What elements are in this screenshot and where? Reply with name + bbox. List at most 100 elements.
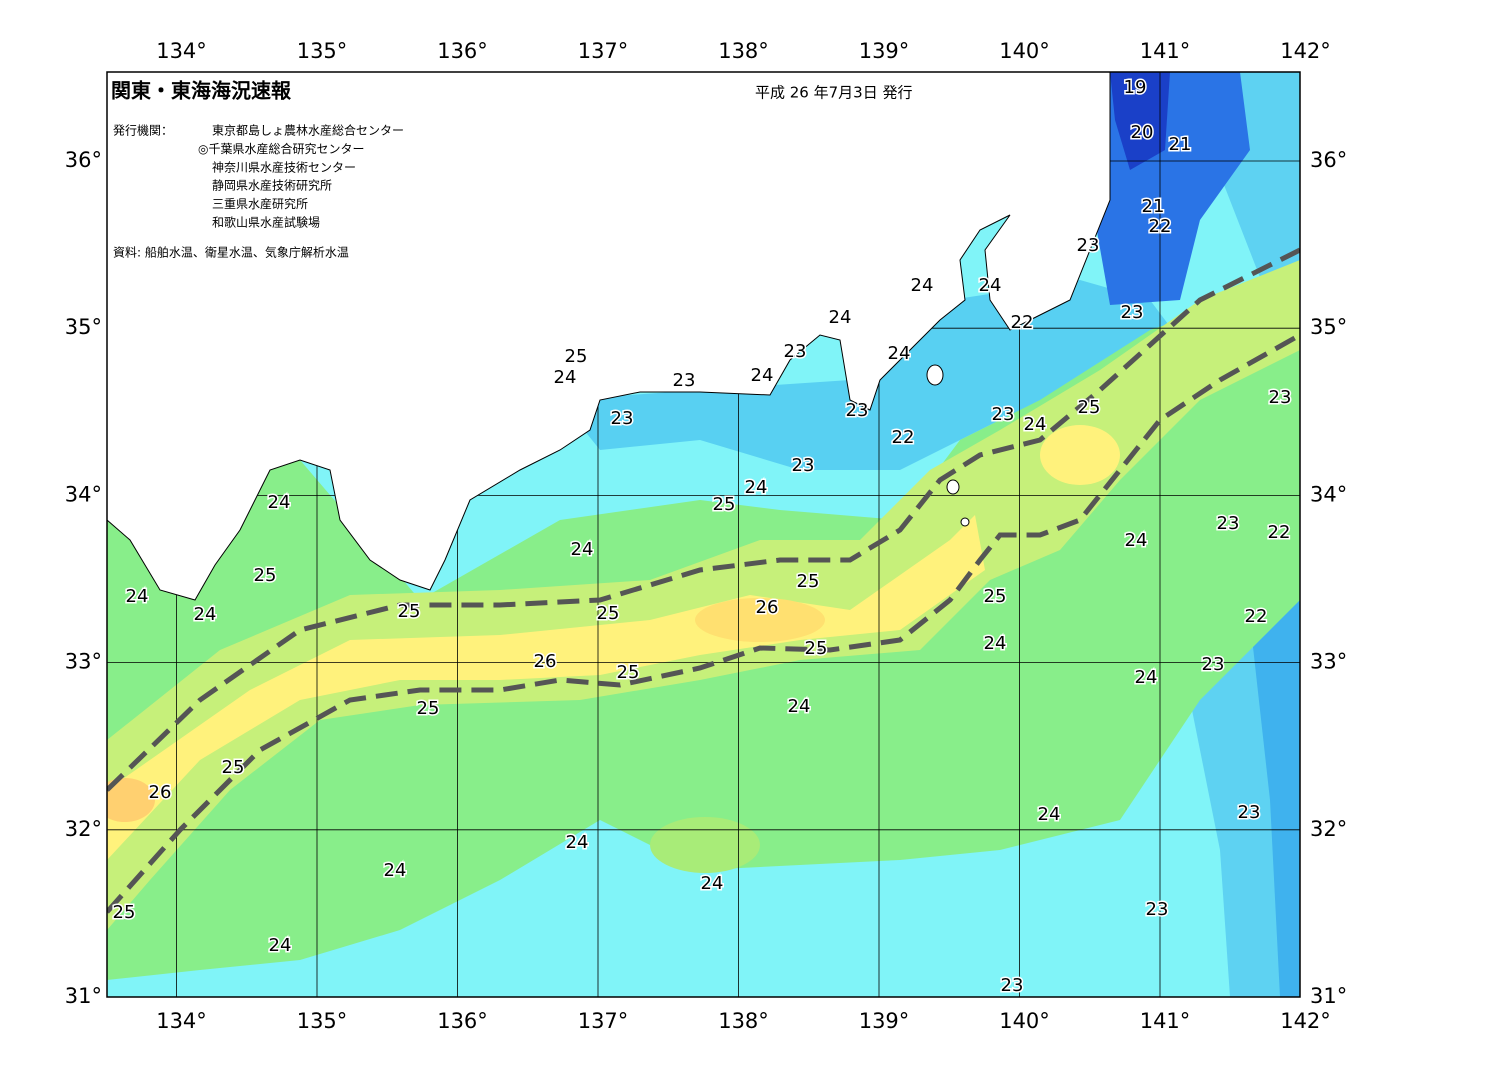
contour-label: 24 [701,873,724,894]
contour-label: 23 [784,341,807,362]
lat-tick-label: 36° [65,148,102,172]
issuer: 三重県水産研究所 [212,196,308,211]
issuer: 神奈川県水産技術センター [212,159,356,174]
contour-label: 24 [268,492,291,513]
issuer: 和歌山県水産試験場 [212,215,320,230]
contour-label: 23 [792,455,815,476]
contour-label: 21 [1169,134,1192,155]
lon-tick-label: 135° [297,39,348,63]
contour-label: 23 [1077,235,1100,256]
lat-tick-label: 34° [65,482,102,506]
contour-label: 25 [984,586,1007,607]
lat-tick-label: 33° [65,650,102,674]
lon-tick-label: 141° [1140,39,1191,63]
issuer: 東京都島しょ農林水産総合センター [212,123,404,138]
land [106,71,1111,601]
contour-label: 24 [751,365,774,386]
lon-tick-label: 142° [1280,1009,1331,1033]
contour-label: 24 [126,586,149,607]
map-frame [106,71,1301,998]
lon-tick-label: 138° [718,1009,769,1033]
contour-label: 24 [788,696,811,717]
contour-label: 23 [1217,513,1240,534]
contour-label: 25 [113,902,136,923]
lon-tick-label: 139° [859,1009,910,1033]
contour-label: 23 [1001,975,1024,996]
contour-label: 23 [611,408,634,429]
contour-label: 23 [1146,899,1169,920]
issuers-label: 発行機関： [113,123,173,138]
lat-tick-label: 32° [1310,817,1347,841]
contour-label: 26 [149,782,172,803]
lon-tick-label: 139° [859,39,910,63]
issuer: 静岡県水産技術研究所 [212,178,332,193]
contour-label: 24 [1038,804,1061,825]
contour-label: 24 [1125,530,1148,551]
contour-label: 19 [1124,77,1147,98]
lon-tick-label: 136° [437,39,488,63]
lon-tick-label: 137° [578,1009,629,1033]
lon-tick-label: 142° [1280,39,1331,63]
contour-label: 23 [673,370,696,391]
lon-tick-label: 138° [718,39,769,63]
contour-label: 23 [1238,802,1261,823]
contour-label: 22 [1245,606,1268,627]
contour-label: 24 [554,367,577,388]
contour-label: 23 [1269,387,1292,408]
contour-label: 24 [979,275,1002,296]
lat-tick-label: 33° [1310,650,1347,674]
contour-label: 23 [846,400,869,421]
contour-label: 25 [417,698,440,719]
contour-label: 24 [384,860,407,881]
source: 資料: 船舶水温、衛星水温、気象庁解析水温 [113,245,349,260]
lon-tick-label: 136° [437,1009,488,1033]
contour-label: 25 [617,662,640,683]
contour-label: 25 [254,565,277,586]
contour-label: 24 [829,307,852,328]
contour-label: 21 [1142,196,1165,217]
lat-tick-label: 31° [1310,984,1347,1008]
lon-tick-label: 134° [156,39,207,63]
lon-tick-label: 137° [578,39,629,63]
contour-label: 24 [1135,667,1158,688]
contour-label: 24 [911,275,934,296]
lon-tick-label: 141° [1140,1009,1191,1033]
contour-label: 23 [992,404,1015,425]
kuroshio-axis [107,247,1300,914]
contour-label: 25 [805,638,828,659]
contour-label: 24 [566,832,589,853]
contour-label: 24 [1024,414,1047,435]
lat-tick-label: 35° [1310,315,1347,339]
lon-tick-label: 134° [156,1009,207,1033]
lat-tick-label: 32° [65,817,102,841]
contour-label: 20 [1131,122,1154,143]
contour-label: 24 [888,343,911,364]
contour-label: 25 [565,346,588,367]
issuer: ◎千葉県水産総合研究センター [198,141,364,156]
lat-tick-label: 34° [1310,482,1347,506]
contour-label: 22 [1149,216,1172,237]
contour-label: 26 [756,597,779,618]
contour-label: 25 [597,603,620,624]
contour-label: 25 [1078,397,1101,418]
lon-tick-label: 140° [999,39,1050,63]
contour-label: 26 [534,651,557,672]
contour-label: 24 [194,604,217,625]
contour-label: 25 [713,494,736,515]
contour-label: 23 [1202,654,1225,675]
contour-label: 24 [745,477,768,498]
lat-tick-label: 36° [1310,148,1347,172]
contour-label: 25 [797,571,820,592]
issue-date: 平成 26 年7月3日 発行 [755,84,912,102]
lon-tick-label: 135° [297,1009,348,1033]
lon-tick-label: 140° [999,1009,1050,1033]
lat-tick-label: 35° [65,315,102,339]
contour-label: 24 [984,633,1007,654]
contour-label: 22 [1268,522,1291,543]
lat-tick-label: 31° [65,984,102,1008]
contour-label: 24 [269,935,292,956]
map-title: 関東・東海海況速報 [111,79,292,103]
contour-label: 25 [222,757,245,778]
contour-label: 22 [1011,312,1034,333]
